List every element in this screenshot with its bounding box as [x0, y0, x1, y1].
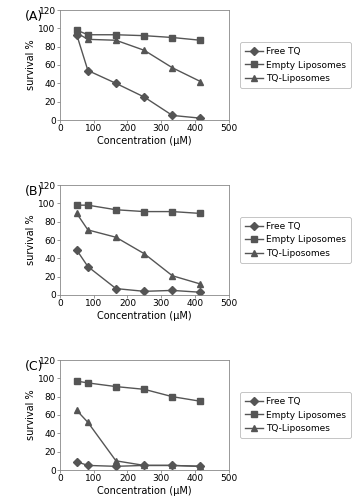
Empty Liposomes: [75, 27, 79, 33]
Line: Free TQ: Free TQ: [74, 248, 203, 295]
Empty Liposomes: [142, 208, 146, 214]
X-axis label: Concentration (μM): Concentration (μM): [97, 486, 191, 496]
Line: Free TQ: Free TQ: [74, 459, 203, 469]
Text: (A): (A): [25, 10, 43, 23]
Y-axis label: survival %: survival %: [26, 40, 36, 90]
Line: TQ-Liposomes: TQ-Liposomes: [74, 210, 203, 287]
Free TQ: [114, 80, 118, 86]
Free TQ: [86, 68, 90, 73]
TQ-Liposomes: [142, 251, 146, 257]
Empty Liposomes: [170, 208, 175, 214]
Line: Empty Liposomes: Empty Liposomes: [74, 378, 203, 404]
Line: Empty Liposomes: Empty Liposomes: [74, 202, 203, 216]
TQ-Liposomes: [75, 408, 79, 414]
Empty Liposomes: [86, 202, 90, 208]
X-axis label: Concentration (μM): Concentration (μM): [97, 311, 191, 321]
Free TQ: [75, 247, 79, 253]
Empty Liposomes: [114, 384, 118, 390]
TQ-Liposomes: [114, 38, 118, 44]
Empty Liposomes: [86, 380, 90, 386]
Free TQ: [170, 462, 175, 468]
Y-axis label: survival %: survival %: [26, 390, 36, 440]
Free TQ: [114, 286, 118, 292]
TQ-Liposomes: [170, 273, 175, 279]
TQ-Liposomes: [170, 462, 175, 468]
Line: TQ-Liposomes: TQ-Liposomes: [74, 408, 203, 469]
TQ-Liposomes: [198, 78, 202, 84]
Line: Free TQ: Free TQ: [74, 32, 203, 121]
Legend: Free TQ, Empty Liposomes, TQ-Liposomes: Free TQ, Empty Liposomes, TQ-Liposomes: [240, 218, 351, 262]
TQ-Liposomes: [75, 210, 79, 216]
Empty Liposomes: [114, 207, 118, 213]
Empty Liposomes: [198, 398, 202, 404]
TQ-Liposomes: [86, 36, 90, 43]
Empty Liposomes: [170, 394, 175, 400]
Free TQ: [198, 115, 202, 121]
Y-axis label: survival %: survival %: [26, 214, 36, 266]
TQ-Liposomes: [198, 464, 202, 469]
Free TQ: [170, 288, 175, 294]
Text: (B): (B): [25, 185, 43, 198]
TQ-Liposomes: [86, 420, 90, 426]
Free TQ: [198, 289, 202, 295]
Text: (C): (C): [25, 360, 43, 373]
Free TQ: [142, 94, 146, 100]
Free TQ: [142, 462, 146, 468]
Legend: Free TQ, Empty Liposomes, TQ-Liposomes: Free TQ, Empty Liposomes, TQ-Liposomes: [240, 42, 351, 88]
Free TQ: [86, 264, 90, 270]
Line: Empty Liposomes: Empty Liposomes: [74, 28, 203, 43]
Empty Liposomes: [170, 34, 175, 40]
TQ-Liposomes: [75, 30, 79, 36]
Free TQ: [142, 288, 146, 294]
TQ-Liposomes: [170, 64, 175, 70]
Empty Liposomes: [114, 32, 118, 38]
Empty Liposomes: [142, 386, 146, 392]
Free TQ: [198, 464, 202, 469]
TQ-Liposomes: [114, 234, 118, 240]
TQ-Liposomes: [142, 462, 146, 468]
Free TQ: [75, 459, 79, 465]
Line: TQ-Liposomes: TQ-Liposomes: [74, 30, 203, 84]
TQ-Liposomes: [114, 458, 118, 464]
Empty Liposomes: [75, 202, 79, 208]
Free TQ: [114, 464, 118, 469]
Free TQ: [86, 462, 90, 468]
Free TQ: [75, 32, 79, 38]
Legend: Free TQ, Empty Liposomes, TQ-Liposomes: Free TQ, Empty Liposomes, TQ-Liposomes: [240, 392, 351, 438]
Free TQ: [170, 112, 175, 118]
Empty Liposomes: [86, 32, 90, 38]
Empty Liposomes: [198, 210, 202, 216]
TQ-Liposomes: [86, 227, 90, 233]
TQ-Liposomes: [198, 281, 202, 287]
Empty Liposomes: [75, 378, 79, 384]
TQ-Liposomes: [142, 48, 146, 54]
X-axis label: Concentration (μM): Concentration (μM): [97, 136, 191, 146]
Empty Liposomes: [198, 38, 202, 44]
Empty Liposomes: [142, 32, 146, 38]
